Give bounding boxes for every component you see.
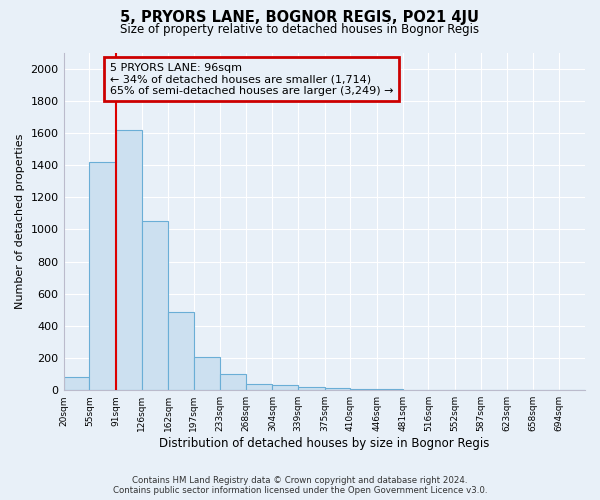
Bar [272, 386, 298, 390]
Bar [168, 312, 194, 390]
Bar [325, 388, 350, 390]
Text: Contains HM Land Registry data © Crown copyright and database right 2024.
Contai: Contains HM Land Registry data © Crown c… [113, 476, 487, 495]
Text: Size of property relative to detached houses in Bognor Regis: Size of property relative to detached ho… [121, 22, 479, 36]
Bar [89, 162, 116, 390]
X-axis label: Distribution of detached houses by size in Bognor Regis: Distribution of detached houses by size … [159, 437, 490, 450]
Bar [64, 376, 89, 390]
Bar [298, 387, 325, 390]
Bar [116, 130, 142, 390]
Text: 5 PRYORS LANE: 96sqm
← 34% of detached houses are smaller (1,714)
65% of semi-de: 5 PRYORS LANE: 96sqm ← 34% of detached h… [110, 62, 393, 96]
Y-axis label: Number of detached properties: Number of detached properties [15, 134, 25, 309]
Text: 5, PRYORS LANE, BOGNOR REGIS, PO21 4JU: 5, PRYORS LANE, BOGNOR REGIS, PO21 4JU [121, 10, 479, 25]
Bar [220, 374, 246, 390]
Bar [246, 384, 272, 390]
Bar [194, 357, 220, 390]
Bar [142, 222, 168, 390]
